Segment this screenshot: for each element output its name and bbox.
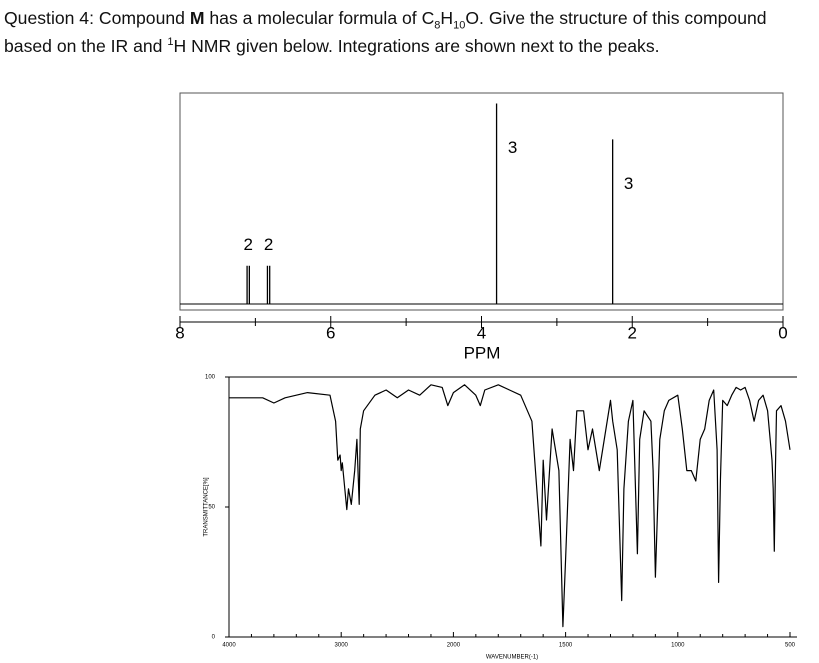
- x-tick-label: 2: [628, 323, 637, 342]
- text: has a molecular formula of C: [204, 8, 435, 28]
- text: H NMR given below. Integrations are show…: [173, 36, 660, 56]
- x-tick-label: 500: [785, 643, 796, 649]
- x-tick-label: 3000: [335, 643, 349, 649]
- ir-x-title: WAVENUMBER(-1): [486, 655, 538, 661]
- x-tick-label: 1500: [559, 643, 573, 649]
- text: 8: [434, 19, 441, 32]
- text: 10: [453, 19, 466, 32]
- y-tick-label: 0: [212, 635, 216, 641]
- integration-label: 2: [264, 235, 273, 254]
- integration-label: 3: [508, 138, 517, 157]
- ir-y-title: TRANSMITTANCE[%]: [204, 477, 210, 537]
- nmr-axis-title: PPM: [464, 343, 501, 362]
- integration-label: 2: [243, 235, 252, 254]
- text: O. Give the structure of this compound b…: [4, 8, 767, 56]
- text: H: [440, 8, 454, 28]
- x-tick-label: 8: [175, 323, 184, 342]
- x-tick-label: 0: [778, 323, 787, 342]
- question: Question 4: Compound M has a molecular f…: [4, 4, 816, 60]
- y-tick-label: 50: [208, 505, 215, 511]
- ir-spectrum: [229, 384, 791, 628]
- x-tick-label: 4000: [222, 643, 236, 649]
- text: M: [189, 8, 205, 28]
- y-tick-label: 100: [205, 375, 216, 381]
- x-tick-label: 2000: [447, 643, 461, 649]
- x-tick-label: 6: [326, 323, 335, 342]
- nmr-frame: [179, 92, 784, 311]
- text: Question 4: Compound: [4, 8, 190, 28]
- text: 1: [167, 36, 174, 49]
- x-tick-label: 4: [477, 323, 486, 342]
- integration-label: 3: [624, 174, 633, 193]
- x-tick-label: 1000: [671, 643, 685, 649]
